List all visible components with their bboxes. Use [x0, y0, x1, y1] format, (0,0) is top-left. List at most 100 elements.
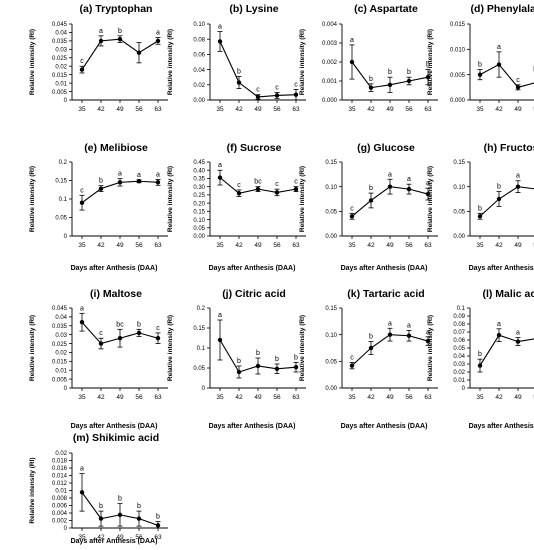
data-point: [425, 75, 431, 80]
chart-title: (l) Malic acid: [482, 288, 534, 300]
x-tick-label: 56: [273, 242, 281, 249]
data-point: [274, 93, 280, 98]
x-tick-label: 56: [135, 242, 143, 249]
x-tick-label: 56: [135, 534, 143, 541]
data-point: [117, 37, 123, 42]
chart-title: (f) Sucrose: [227, 142, 282, 154]
data-point: [349, 59, 355, 65]
significance-letter: a: [407, 176, 411, 183]
significance-letter: b: [256, 350, 260, 357]
x-tick-label: 56: [273, 394, 281, 401]
y-axis-label: Relative intensity (RI): [167, 166, 174, 232]
data-point: [236, 191, 242, 196]
significance-letter: b: [369, 185, 373, 192]
chart-panel: (m) Shikimic acid00.0020.0040.0060.0080.…: [29, 432, 168, 545]
y-tick-label: 0.012: [52, 481, 68, 487]
x-tick-label: 63: [292, 106, 300, 113]
x-axis-label: Days after Anthesis (DAA): [71, 423, 158, 430]
data-point: [98, 186, 104, 191]
data-point: [155, 336, 161, 341]
y-tick-label: 0.06: [453, 338, 465, 344]
x-tick-label: 56: [405, 242, 413, 249]
significance-letter: a: [80, 305, 84, 312]
significance-letter: b: [137, 503, 141, 510]
x-axis-label: Days after Anthesis (DAA): [209, 423, 296, 430]
y-tick-label: 0.2: [197, 306, 206, 312]
significance-letter: c: [294, 81, 298, 88]
y-tick-label: 0.15: [193, 326, 205, 332]
x-tick-label: 63: [292, 242, 300, 249]
significance-letter: a: [137, 172, 141, 179]
y-tick-label: 0.05: [453, 210, 465, 216]
y-tick-label: 0: [202, 386, 206, 392]
y-tick-label: 0.00: [325, 234, 337, 240]
y-tick-label: 0.00: [453, 234, 465, 240]
x-tick-label: 35: [216, 106, 224, 113]
x-tick-label: 42: [235, 242, 243, 249]
y-tick-label: 0.01: [453, 378, 465, 384]
y-axis-label: Relative intensity (RI): [427, 29, 434, 95]
data-point: [79, 67, 85, 72]
significance-letter: a: [350, 37, 354, 44]
x-tick-label: 35: [78, 242, 86, 249]
significance-letter: b: [275, 356, 279, 363]
y-tick-label: 0.10: [193, 22, 205, 28]
significance-letter: b: [237, 68, 241, 75]
chart-title: (i) Maltose: [90, 288, 142, 300]
y-tick-label: 0.018: [52, 459, 68, 465]
x-tick-label: 63: [154, 534, 162, 541]
data-point: [136, 179, 142, 184]
x-tick-label: 35: [348, 394, 356, 401]
significance-letter: b: [369, 76, 373, 83]
data-point: [387, 184, 393, 189]
significance-letter: c: [350, 354, 354, 361]
series-line: [479, 334, 534, 366]
chart-panel: (e) Melibiose 0 0.05 0.1 0.15 0.2 Relative int…: [29, 142, 168, 272]
y-axis-label: Relative intensity (RI): [167, 29, 174, 95]
significance-letter: b: [478, 351, 482, 358]
y-tick-label: 0.25: [193, 193, 205, 199]
significance-letter: a: [426, 329, 430, 336]
series-line: [479, 186, 534, 217]
y-tick-label: 0.05: [193, 366, 205, 372]
y-tick-label: 0.02: [453, 370, 465, 376]
x-axis-label: Days after Anthesis (DAA): [341, 423, 428, 430]
significance-letter: c: [237, 182, 241, 189]
data-point: [98, 38, 104, 44]
significance-letter: b: [137, 321, 141, 328]
x-tick-label: 35: [78, 394, 86, 401]
x-tick-label: 49: [116, 534, 124, 541]
data-point: [349, 214, 355, 219]
significance-letter: a: [218, 24, 222, 31]
y-tick-label: 0.01: [55, 81, 67, 87]
chart-title: (e) Melibiose: [84, 142, 148, 154]
chart-panel: (b) Lysine 0.00 0.02 0.04 0.06 0.08 0.10 Relati…: [167, 3, 306, 113]
x-tick-label: 49: [514, 242, 522, 249]
x-tick-label: 56: [405, 394, 413, 401]
significance-letter: c: [80, 58, 84, 65]
x-tick-label: 42: [235, 106, 243, 113]
data-point: [136, 516, 142, 521]
y-tick-label: 0.15: [453, 160, 465, 166]
significance-letter: a: [118, 171, 122, 178]
significance-letter: b: [156, 514, 160, 521]
y-tick-label: 0.02: [55, 351, 67, 357]
data-point: [236, 80, 242, 85]
x-tick-label: 35: [476, 106, 484, 113]
y-tick-label: 0.03: [453, 362, 465, 368]
y-tick-label: 0.006: [52, 504, 68, 510]
chart-panel: (c) Aspartate 0.000 0.001 0.002 0.003 0.004 Re…: [299, 3, 438, 113]
significance-letter: b: [478, 62, 482, 69]
y-tick-label: 0: [64, 98, 68, 104]
data-point: [98, 516, 104, 521]
y-tick-label: 0.00: [193, 234, 205, 240]
data-point: [387, 82, 393, 88]
data-point: [117, 512, 123, 518]
y-tick-label: 0.004: [322, 22, 338, 28]
significance-letter: a: [497, 321, 501, 328]
x-tick-label: 42: [97, 394, 105, 401]
significance-letter: a: [497, 44, 501, 51]
y-tick-label: 0.08: [193, 37, 205, 43]
data-point: [368, 198, 374, 203]
chart-panel: (a) Tryptophan 0 0.005 0.01 0.015 0.02 0.025 0.…: [29, 3, 168, 113]
